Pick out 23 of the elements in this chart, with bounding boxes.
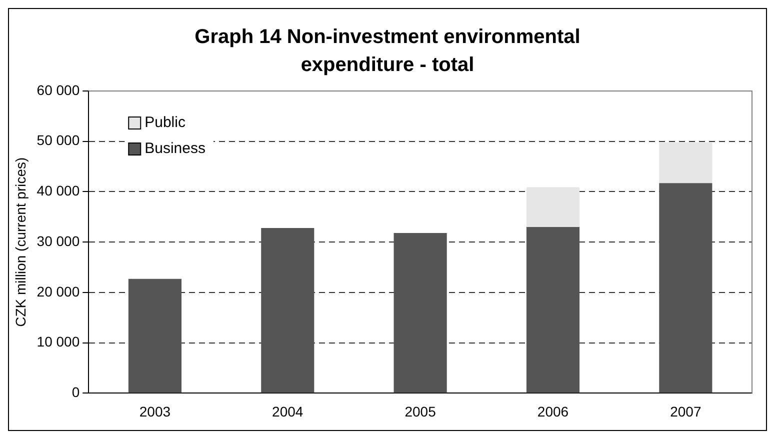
y-tick-label: 60 000 [36,82,80,98]
y-tick-label: 40 000 [36,182,80,199]
bar [526,226,580,393]
y-tick-label: 10 000 [36,334,80,350]
y-tick-label: 0 [72,384,80,400]
bar [394,233,447,393]
bar [659,183,712,393]
x-tick-label: 2004 [272,403,304,420]
y-axis-title: CZK million (current prices) [12,157,28,327]
x-tick-label: 2007 [670,403,702,420]
x-tick-label: 2005 [404,403,436,420]
y-tick-label: 50 000 [36,132,80,148]
bar [128,278,182,393]
bar [261,228,314,393]
y-tick-label: 30 000 [36,232,80,249]
legend-label: Business [144,140,206,158]
x-tick-label: 2003 [139,403,171,420]
bar [526,187,580,227]
chart-title: Graph 14 Non-investment environmental expenditure - total [194,25,582,78]
y-tick-label: 20 000 [36,283,80,300]
x-tick-label: 2006 [537,403,569,420]
legend-label: Public [144,114,186,132]
bar [659,142,712,184]
